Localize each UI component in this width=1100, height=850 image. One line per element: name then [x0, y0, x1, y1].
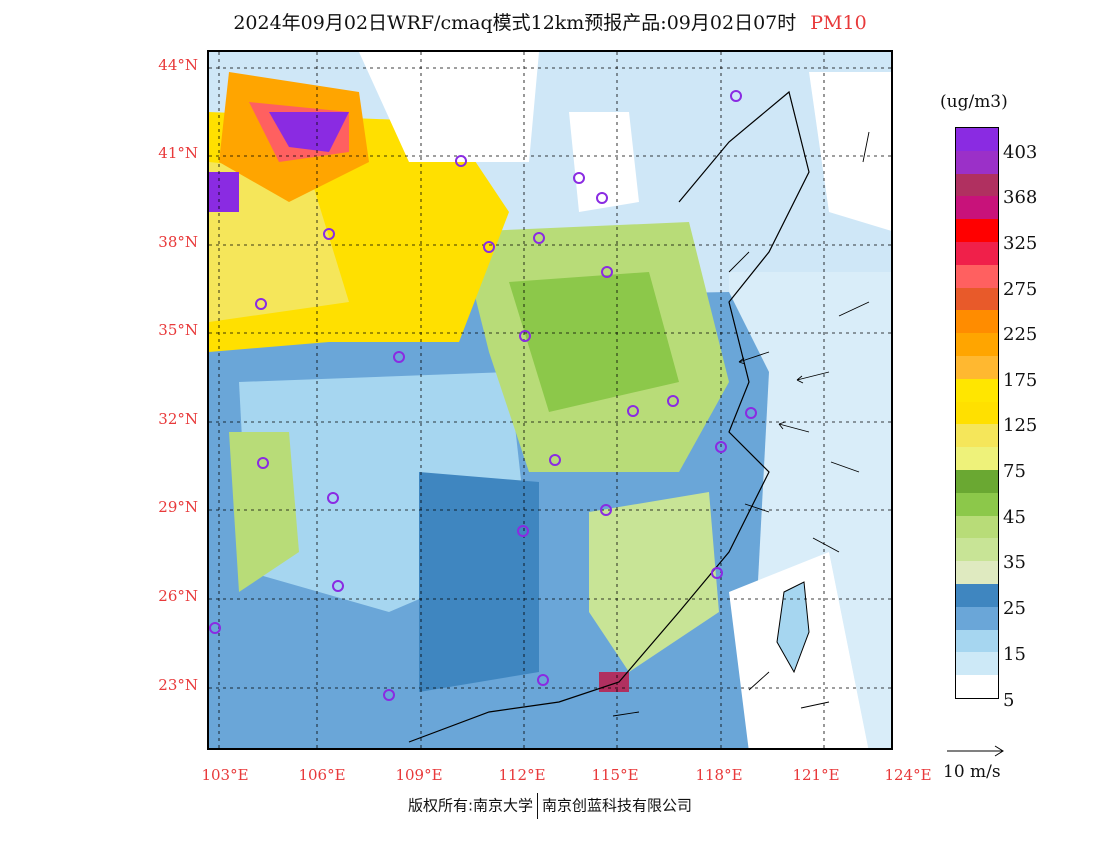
lat-label-41: 41°N — [158, 144, 198, 162]
colorbar-cell — [956, 378, 998, 402]
lat-label-38: 38°N — [158, 233, 198, 251]
colorbar-cell — [956, 675, 998, 698]
colorbar-label-403: 403 — [1003, 142, 1038, 163]
colorbar-cell — [956, 424, 998, 448]
colorbar-cell — [956, 310, 998, 334]
lon-label-112: 112°E — [498, 766, 546, 784]
colorbar-label-125: 125 — [1003, 415, 1038, 436]
colorbar-cell — [956, 241, 998, 265]
colorbar-label-225: 225 — [1003, 324, 1038, 345]
copyright-separator — [537, 793, 539, 819]
colorbar-cell — [956, 629, 998, 653]
colorbar-unit: (ug/m3) — [940, 92, 1008, 112]
lon-label-115: 115°E — [591, 766, 639, 784]
colorbar-cell — [956, 355, 998, 379]
wind-reference-arrow — [947, 745, 1004, 757]
pm10-field — [209, 52, 891, 748]
colorbar-cell — [956, 652, 998, 676]
colorbar-label-275: 275 — [1003, 279, 1038, 300]
colorbar-cell — [956, 128, 998, 151]
colorbar-cell — [956, 150, 998, 174]
lon-label-124: 124°E — [884, 766, 932, 784]
copyright-company: 南京创蓝科技有限公司 — [542, 796, 693, 815]
colorbar-cell — [956, 196, 998, 220]
lat-label-35: 35°N — [158, 321, 198, 339]
map-panel — [207, 50, 893, 750]
lon-label-103: 103°E — [201, 766, 249, 784]
colorbar — [955, 127, 999, 699]
wind-reference-label: 10 m/s — [943, 762, 1001, 782]
lon-label-106: 106°E — [298, 766, 346, 784]
lat-label-26: 26°N — [158, 587, 198, 605]
colorbar-cell — [956, 492, 998, 516]
colorbar-label-5: 5 — [1003, 690, 1015, 711]
lat-label-23: 23°N — [158, 676, 198, 694]
colorbar-label-45: 45 — [1003, 507, 1026, 528]
lon-label-121: 121°E — [792, 766, 840, 784]
map-title: 2024年09月02日WRF/cmaq模式12km预报产品:09月02日07时 P… — [0, 8, 1100, 35]
title-main: 2024年09月02日WRF/cmaq模式12km预报产品:09月02日07时 — [233, 12, 797, 34]
colorbar-label-75: 75 — [1003, 461, 1026, 482]
colorbar-cell — [956, 219, 998, 242]
colorbar-cell — [956, 606, 998, 630]
colorbar-cell — [956, 561, 998, 584]
colorbar-label-25: 25 — [1003, 598, 1026, 619]
colorbar-cell — [956, 333, 998, 356]
lon-label-109: 109°E — [395, 766, 443, 784]
colorbar-cell — [956, 515, 998, 539]
colorbar-cell — [956, 538, 998, 562]
colorbar-cell — [956, 583, 998, 607]
copyright-owner: 版权所有:南京大学 — [407, 796, 534, 815]
colorbar-cell — [956, 469, 998, 493]
colorbar-label-15: 15 — [1003, 644, 1026, 665]
colorbar-cell — [956, 401, 998, 425]
colorbar-cell — [956, 264, 998, 288]
copyright: 版权所有:南京大学 南京创蓝科技有限公司 — [0, 793, 1100, 819]
colorbar-label-175: 175 — [1003, 370, 1038, 391]
lat-label-44: 44°N — [158, 56, 198, 74]
colorbar-label-325: 325 — [1003, 233, 1038, 254]
title-product: PM10 — [810, 12, 867, 34]
colorbar-cell — [956, 287, 998, 311]
colorbar-cell — [956, 447, 998, 470]
colorbar-label-35: 35 — [1003, 552, 1026, 573]
lon-label-118: 118°E — [695, 766, 743, 784]
colorbar-cell — [956, 173, 998, 197]
colorbar-label-368: 368 — [1003, 187, 1038, 208]
lat-label-29: 29°N — [158, 498, 198, 516]
lat-label-32: 32°N — [158, 410, 198, 428]
